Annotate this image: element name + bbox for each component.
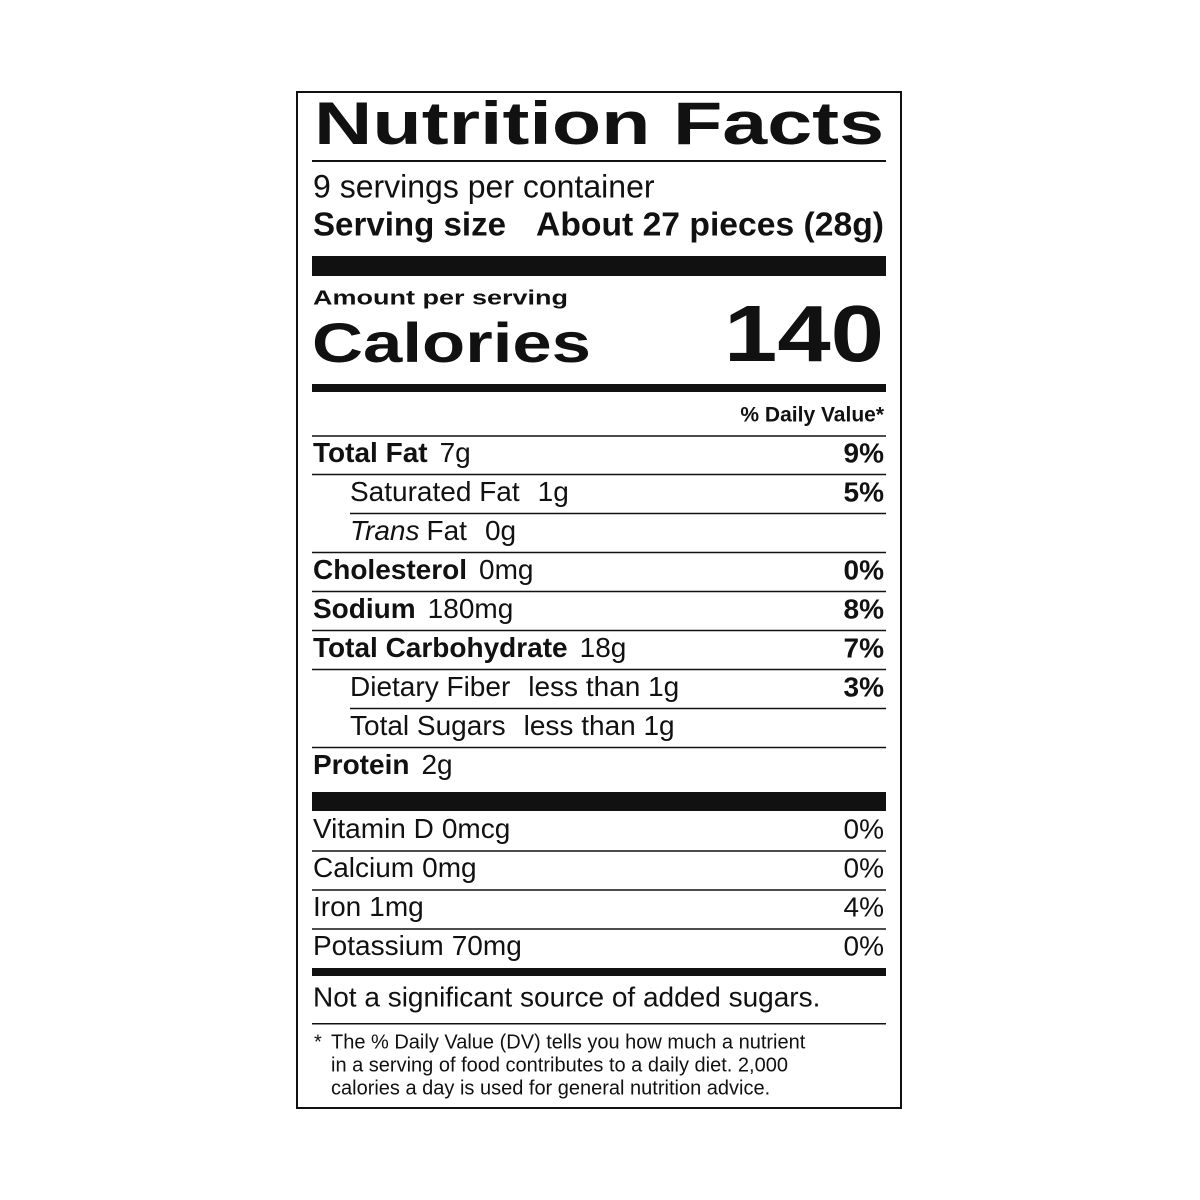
medium-rule (312, 968, 886, 976)
nutrient-row-text: Trans Fat 0g (350, 515, 516, 546)
footnote-marker: * (314, 1031, 322, 1053)
vitamin-daily-value: 4% (844, 891, 884, 922)
nutrient-amount: less than 1g (528, 671, 679, 702)
vitamin-name: Vitamin D (313, 813, 434, 844)
vitamin-name: Calcium (313, 852, 414, 883)
nutrient-row-text: Sodium 180mg (313, 593, 513, 624)
thick-rule (312, 256, 886, 276)
vitamin-daily-value: 0% (844, 930, 884, 961)
vitamin-name: Potassium (313, 930, 444, 961)
nutrient-amount: 7g (440, 437, 471, 468)
medium-rule (312, 384, 886, 392)
nutrient-amount: less than 1g (524, 710, 675, 741)
rule (312, 850, 886, 852)
vitamin-row-text: Potassium 70mg (313, 930, 522, 961)
nutrient-daily-value: 5% (844, 476, 885, 507)
vitamin-amount: 1mg (369, 891, 423, 922)
footnote-line: calories a day is used for general nutri… (331, 1077, 770, 1099)
vitamin-amount: 0mcg (442, 813, 510, 844)
rule (350, 512, 886, 515)
nutrient-daily-value: 0% (844, 554, 885, 585)
rule (312, 889, 886, 891)
nutrient-amount: 0mg (479, 554, 533, 585)
nutrient-name-italic: Trans (350, 515, 420, 546)
rule (312, 551, 886, 554)
rule (312, 435, 886, 437)
rule (312, 160, 886, 162)
nutrient-daily-value: 3% (844, 671, 885, 702)
servings: 9 servings per container (313, 168, 655, 204)
vitamin-daily-value: 0% (844, 813, 884, 844)
title: Nutrition Facts (314, 90, 884, 157)
nutrient-name: Total Carbohydrate (313, 632, 568, 663)
nutrient-row-text: Saturated Fat 1g (350, 476, 569, 507)
nutrient-amount: 2g (421, 749, 452, 780)
nutrient-amount: 180mg (428, 593, 514, 624)
nutrient-name: Total Fat (313, 437, 428, 468)
footnote-line: The % Daily Value (DV) tells you how muc… (331, 1031, 806, 1053)
nutrient-name: Sodium (313, 593, 416, 624)
vitamin-amount: 70mg (452, 930, 522, 961)
nutrient-row-text: Dietary Fiber less than 1g (350, 671, 679, 702)
nutrient-name: Dietary Fiber (350, 671, 510, 702)
rule (312, 668, 886, 671)
rule (312, 1023, 886, 1025)
rule (312, 590, 886, 593)
rule (312, 629, 886, 632)
nutrient-row-text: Protein 2g (313, 749, 453, 780)
rule (350, 707, 886, 710)
vitamin-daily-value: 0% (844, 852, 884, 883)
daily-value-header: % Daily Value* (740, 404, 884, 427)
footnote-line: in a serving of food contributes to a da… (331, 1054, 788, 1076)
calories-value: 140 (724, 289, 884, 378)
nutrient-name: Cholesterol (313, 554, 467, 585)
serving-size-value: About 27 pieces (28g) (536, 206, 884, 243)
vitamin-row-text: Iron 1mg (313, 891, 424, 922)
vitamin-row-text: Vitamin D 0mcg (313, 813, 510, 844)
vitamin-row-text: Calcium 0mg (313, 852, 477, 883)
nutrient-name: Total Sugars (350, 710, 506, 741)
nutrient-daily-value: 9% (844, 437, 885, 468)
vitamin-name: Iron (313, 891, 361, 922)
nutrient-name: Saturated Fat (350, 476, 520, 507)
vitamin-amount: 0mg (422, 852, 476, 883)
rule (312, 473, 886, 476)
added-sugars-note: Not a significant source of added sugars… (313, 981, 820, 1012)
nutrient-amount: 0g (485, 515, 516, 546)
rule (312, 928, 886, 930)
nutrient-row-text: Total Carbohydrate 18g (313, 632, 626, 663)
calories-label: Calories (312, 311, 591, 374)
nutrient-daily-value: 7% (844, 632, 885, 663)
serving-size-label: Serving size (313, 206, 506, 243)
nutrient-row-text: Total Sugars less than 1g (350, 710, 675, 741)
nutrient-row-text: Cholesterol 0mg (313, 554, 534, 585)
nutrient-name: Fat (427, 515, 468, 546)
thick-rule (312, 792, 886, 811)
nutrient-amount: 18g (580, 632, 627, 663)
nutrient-amount: 1g (538, 476, 569, 507)
nutrient-daily-value: 8% (844, 593, 885, 624)
nutrient-row-text: Total Fat 7g (313, 437, 471, 468)
amount-per-serving: Amount per serving (313, 287, 568, 309)
rule (312, 746, 886, 749)
nutrient-name: Protein (313, 749, 409, 780)
